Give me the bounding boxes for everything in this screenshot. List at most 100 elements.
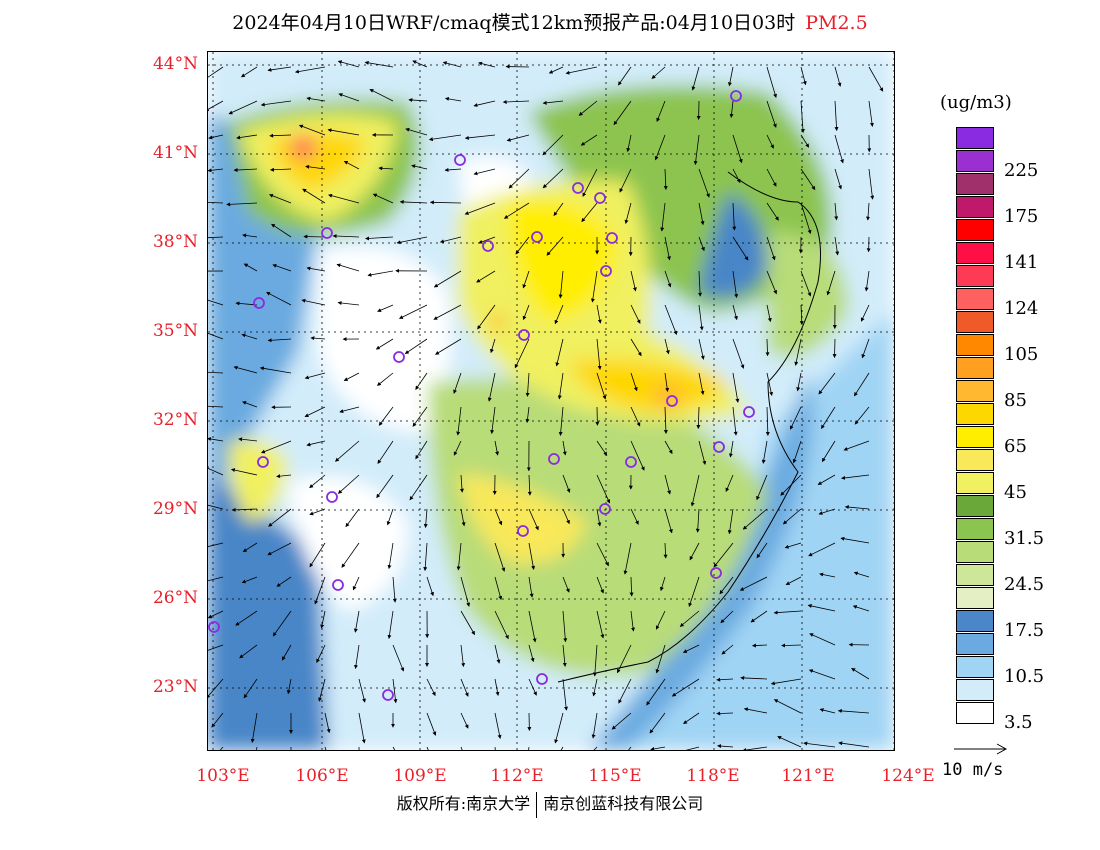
wind-arrow bbox=[664, 508, 673, 534]
wind-arrow bbox=[208, 644, 224, 651]
wind-arrow bbox=[324, 712, 331, 734]
lon-label-109e: 109°E bbox=[393, 766, 447, 786]
wind-arrow bbox=[376, 372, 394, 386]
wind-arrow bbox=[800, 66, 807, 86]
colorbar-swatch bbox=[956, 679, 994, 701]
pm25-map[interactable] bbox=[207, 51, 895, 751]
concentration-field bbox=[208, 52, 894, 750]
wind-arrow bbox=[796, 372, 802, 392]
wind-arrow bbox=[740, 675, 768, 680]
city-marker bbox=[572, 182, 584, 194]
wind-arrow bbox=[320, 610, 326, 629]
wind-arrow bbox=[334, 440, 360, 462]
wind-arrow bbox=[502, 99, 530, 104]
lat-label-44n: 44°N bbox=[152, 54, 198, 74]
wind-arrow bbox=[426, 746, 429, 750]
colorbar-swatch bbox=[956, 472, 994, 494]
wind-arrow bbox=[590, 270, 598, 303]
wind-arrow bbox=[777, 736, 802, 748]
wind-arrow bbox=[464, 202, 496, 215]
wind-arrow bbox=[460, 576, 471, 607]
wind-arrow bbox=[766, 236, 776, 261]
wind-arrow bbox=[554, 304, 564, 325]
wind-arrow bbox=[240, 66, 258, 78]
wind-arrow bbox=[562, 440, 567, 456]
wind-arrow bbox=[854, 372, 870, 397]
wind-arrow bbox=[591, 712, 598, 739]
wind-arrow bbox=[364, 60, 394, 68]
wind-arrow bbox=[494, 576, 503, 601]
wind-arrow bbox=[250, 712, 258, 743]
wind-arrow bbox=[367, 270, 394, 277]
wind-arrow bbox=[659, 576, 666, 592]
wind-arrow bbox=[456, 406, 462, 436]
colorbar-swatch bbox=[956, 702, 994, 724]
wind-arrow bbox=[766, 100, 777, 128]
lon-label-115e: 115°E bbox=[588, 766, 642, 786]
wind-arrow bbox=[664, 338, 670, 355]
city-marker bbox=[454, 154, 466, 166]
wind-arrow bbox=[377, 304, 394, 312]
lon-label-103e: 103°E bbox=[196, 766, 250, 786]
wind-arrow bbox=[242, 233, 258, 238]
wind-arrow bbox=[664, 304, 678, 336]
wind-arrow bbox=[208, 504, 224, 510]
wind-arrow bbox=[799, 304, 804, 326]
wind-arrow bbox=[660, 202, 666, 232]
colorbar-unit: (ug/m3) bbox=[940, 92, 1012, 113]
wind-arrow bbox=[487, 372, 496, 402]
lat-label-29n: 29°N bbox=[152, 499, 198, 519]
wind-arrow bbox=[405, 127, 428, 136]
wind-arrow bbox=[630, 372, 638, 392]
wind-arrow bbox=[732, 270, 739, 299]
wind-arrow bbox=[750, 610, 768, 623]
wind-arrow bbox=[713, 542, 734, 568]
colorbar-label: 10.5 bbox=[1004, 666, 1045, 687]
wind-arrow bbox=[542, 168, 564, 189]
wind-arrow bbox=[851, 668, 870, 680]
wind-arrow bbox=[698, 304, 704, 331]
wind-arrow bbox=[453, 440, 462, 456]
wind-arrow bbox=[444, 167, 462, 172]
wind-arrow bbox=[490, 338, 496, 354]
wind-arrow bbox=[683, 712, 700, 724]
city-markers bbox=[208, 90, 755, 701]
wind-arrow bbox=[352, 576, 360, 591]
wind-arrow bbox=[337, 60, 360, 68]
wind-arrow bbox=[336, 263, 360, 272]
wind-arrow bbox=[304, 372, 326, 380]
wind-arrow bbox=[664, 440, 673, 455]
wind-arrow bbox=[423, 508, 428, 529]
colorbar-label: 225 bbox=[1004, 160, 1039, 181]
city-marker bbox=[517, 525, 529, 537]
wind-arrow bbox=[309, 474, 326, 489]
wind-arrow bbox=[231, 507, 258, 512]
wind-arrow bbox=[477, 304, 496, 330]
wind-arrow bbox=[739, 576, 768, 591]
wind-arrow bbox=[781, 643, 802, 648]
colorbar-swatch bbox=[956, 242, 994, 264]
wind-arrow bbox=[742, 746, 768, 750]
wind-arrow bbox=[343, 160, 360, 170]
wind-arrow bbox=[464, 134, 496, 140]
wind-arrow bbox=[613, 100, 632, 126]
wind-arrow bbox=[630, 270, 637, 292]
wind-arrow bbox=[306, 440, 326, 447]
wind-arrow bbox=[565, 66, 598, 75]
wind-arrow bbox=[306, 96, 326, 102]
wind-arrow bbox=[578, 100, 598, 116]
wind-arrow bbox=[725, 474, 734, 493]
wind-arrow bbox=[423, 542, 428, 572]
colorbar-label: 124 bbox=[1004, 298, 1039, 319]
wind-arrow bbox=[868, 168, 875, 200]
wind-arrow bbox=[732, 168, 741, 184]
wind-arrow bbox=[861, 338, 870, 359]
wind-arrow bbox=[494, 610, 509, 640]
wind-arrow bbox=[650, 746, 666, 750]
wind-arrow bbox=[476, 270, 496, 283]
wind-arrow bbox=[792, 440, 802, 464]
wind-arrow bbox=[208, 610, 224, 619]
wind-arrow bbox=[239, 644, 258, 659]
colorbar-swatch bbox=[956, 610, 994, 632]
wind-arrow bbox=[834, 100, 839, 132]
